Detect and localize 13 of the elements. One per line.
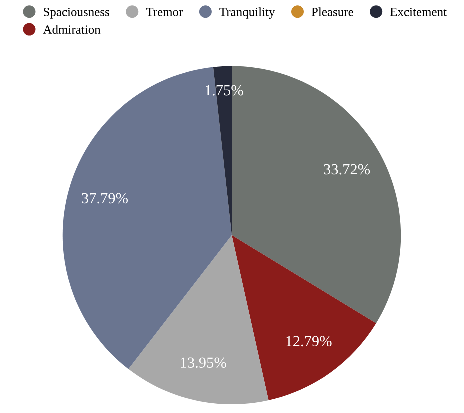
pie-slice	[232, 235, 376, 400]
data-label: 37.79%	[82, 193, 128, 204]
data-label: 33.72%	[324, 164, 370, 175]
legend-label: Excitement	[390, 8, 447, 16]
legend-label: Pleasure	[312, 8, 354, 16]
data-label: 1.75%	[206, 85, 244, 96]
pie-slice	[128, 235, 269, 405]
data-label: 13.95%	[181, 358, 226, 368]
legend-label: Spaciousness	[44, 8, 110, 19]
legend-label: Tremor	[146, 8, 184, 16]
legend-label: Admiration	[43, 25, 101, 34]
legend-label: Tranquility	[220, 8, 276, 19]
data-label: 12.79%	[286, 336, 332, 347]
